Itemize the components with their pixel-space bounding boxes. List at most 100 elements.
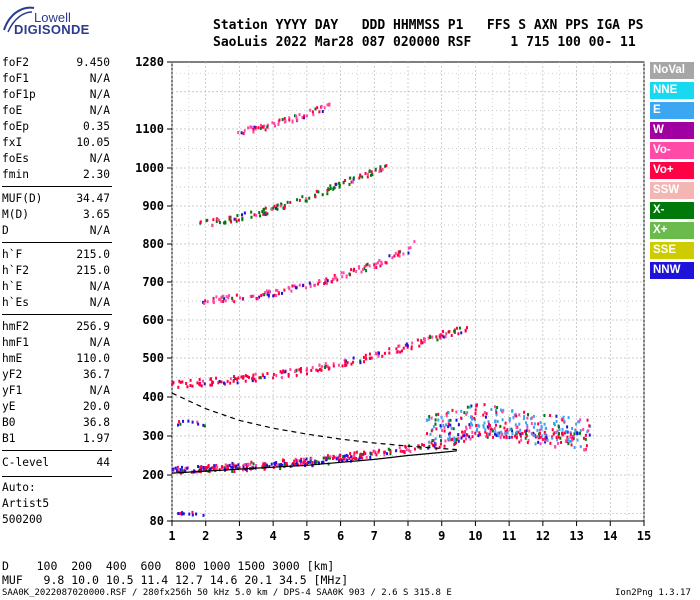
data-point	[407, 246, 410, 250]
data-point	[363, 360, 366, 364]
data-point	[445, 412, 448, 416]
data-point	[440, 425, 443, 429]
data-point	[541, 437, 544, 441]
data-point	[511, 431, 514, 435]
data-point	[326, 103, 329, 107]
data-point	[484, 415, 487, 419]
data-point	[323, 106, 326, 110]
data-point	[218, 218, 221, 222]
data-point	[229, 215, 232, 219]
data-point	[259, 123, 262, 127]
data-point	[510, 435, 513, 439]
data-point	[423, 443, 426, 447]
data-point	[250, 210, 253, 214]
data-point	[442, 424, 445, 428]
data-point	[273, 461, 276, 465]
data-point	[553, 431, 556, 435]
param-row: fmin 2.30	[2, 168, 110, 184]
data-point	[351, 180, 354, 184]
data-point	[396, 350, 399, 354]
data-point	[500, 430, 503, 434]
data-point	[418, 344, 421, 348]
data-point	[368, 170, 371, 174]
data-point	[191, 513, 194, 517]
data-point	[359, 456, 362, 460]
data-point	[471, 423, 474, 427]
data-point	[301, 195, 304, 199]
data-point	[463, 411, 466, 415]
data-point	[512, 416, 515, 420]
data-point	[363, 267, 366, 271]
data-point	[242, 132, 245, 136]
data-point	[254, 372, 257, 376]
data-point	[259, 214, 262, 218]
data-point	[441, 334, 444, 338]
data-point	[428, 444, 431, 448]
data-point	[180, 512, 183, 516]
data-point	[388, 351, 391, 355]
data-point	[250, 215, 253, 219]
legend-item: Vo-	[650, 142, 694, 159]
data-point	[283, 117, 286, 121]
data-point	[365, 263, 368, 267]
data-point	[307, 460, 310, 464]
data-point	[311, 365, 314, 369]
data-point	[235, 293, 238, 297]
data-point	[375, 453, 378, 457]
data-point	[373, 266, 376, 270]
data-point	[549, 414, 552, 418]
data-point	[500, 433, 503, 437]
ionogram-chart: 1 2 3 4 5 6 7 8 9 10 11 12 13 14 158020030040050060070…	[135, 55, 651, 543]
data-point	[325, 281, 328, 285]
data-point	[222, 294, 225, 298]
data-point	[272, 376, 275, 380]
param-value: 110.0	[76, 352, 110, 365]
data-point	[228, 463, 231, 467]
data-point	[296, 118, 299, 122]
data-point	[264, 128, 267, 132]
data-point	[352, 176, 355, 180]
data-point	[236, 377, 239, 381]
data-point	[230, 465, 233, 469]
data-point	[236, 214, 239, 218]
param-label: C-level	[2, 456, 50, 469]
data-point	[294, 370, 297, 374]
data-point	[375, 266, 378, 270]
param-value: N/A	[89, 152, 110, 165]
data-point	[562, 419, 565, 423]
data-point	[377, 353, 380, 357]
data-point	[266, 125, 269, 129]
data-point	[175, 469, 178, 473]
data-point	[584, 433, 587, 437]
param-separator	[2, 186, 112, 187]
y-tick-label: 800	[142, 237, 164, 251]
data-point	[298, 113, 301, 117]
data-point	[555, 435, 558, 439]
data-point	[409, 246, 412, 250]
param-label: M(D)	[2, 208, 29, 221]
data-point	[374, 351, 377, 355]
data-point	[317, 190, 320, 194]
data-point	[181, 465, 184, 469]
data-point	[361, 456, 364, 460]
data-point	[315, 189, 318, 193]
data-point	[255, 296, 258, 300]
data-point	[482, 424, 485, 428]
data-point	[242, 465, 245, 469]
data-point	[450, 426, 453, 430]
data-point	[501, 418, 504, 422]
data-point	[233, 470, 236, 474]
data-point	[233, 217, 236, 221]
data-point	[324, 364, 327, 368]
data-point	[228, 294, 231, 298]
data-point	[225, 295, 228, 299]
data-point	[265, 289, 268, 293]
data-point	[337, 363, 340, 367]
data-point	[469, 437, 472, 441]
data-point	[468, 435, 471, 439]
data-point	[266, 371, 269, 375]
data-point	[391, 256, 394, 260]
data-point	[252, 130, 255, 134]
data-point	[357, 265, 360, 269]
data-point	[205, 219, 208, 223]
